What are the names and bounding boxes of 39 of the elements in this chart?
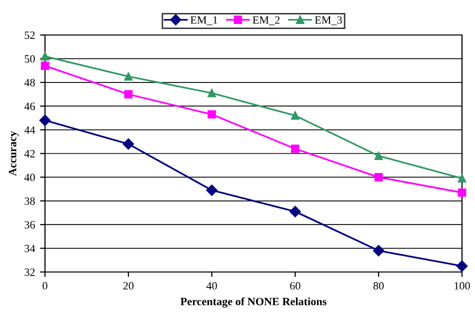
legend-label: EM_1 — [190, 16, 218, 26]
y-tick-label: 42 — [24, 150, 35, 158]
point — [291, 111, 300, 120]
point — [40, 62, 50, 70]
legend-label: EM_3 — [314, 16, 342, 26]
point — [458, 188, 466, 197]
y-tick-label: 44 — [24, 126, 36, 134]
y-tick-label: 46 — [24, 102, 35, 110]
y-tick-label: 48 — [24, 78, 35, 86]
point — [208, 88, 216, 98]
y-tick-label: 38 — [24, 197, 35, 205]
point — [124, 72, 133, 81]
point — [374, 173, 383, 182]
x-tick-label: 40 — [206, 282, 217, 290]
x-tick-label: 80 — [373, 282, 384, 290]
point — [372, 245, 384, 256]
point — [290, 206, 301, 218]
point — [458, 174, 466, 183]
legend-label: EM_2 — [252, 16, 280, 26]
y-tick-label: 52 — [24, 31, 35, 39]
x-tick-label: 0 — [42, 282, 48, 290]
point — [291, 144, 300, 153]
y-tick-label: 40 — [24, 174, 35, 182]
point — [208, 110, 216, 119]
point — [374, 152, 383, 160]
x-tick-label: 60 — [290, 282, 300, 290]
y-tick-label: 34 — [24, 244, 36, 252]
x-tick-label: 20 — [123, 282, 134, 290]
x-axis-title: Percentage of NONE Relations — [180, 297, 326, 308]
point — [206, 184, 218, 196]
y-tick-label: 32 — [24, 268, 35, 276]
x-tick-label: 100 — [454, 282, 470, 290]
point — [122, 138, 134, 150]
y-axis-title: Accuracy — [8, 131, 19, 176]
point — [39, 114, 51, 126]
point — [124, 90, 133, 98]
y-tick-label: 50 — [24, 55, 35, 63]
y-tick-label: 36 — [24, 221, 35, 229]
point — [456, 260, 468, 272]
